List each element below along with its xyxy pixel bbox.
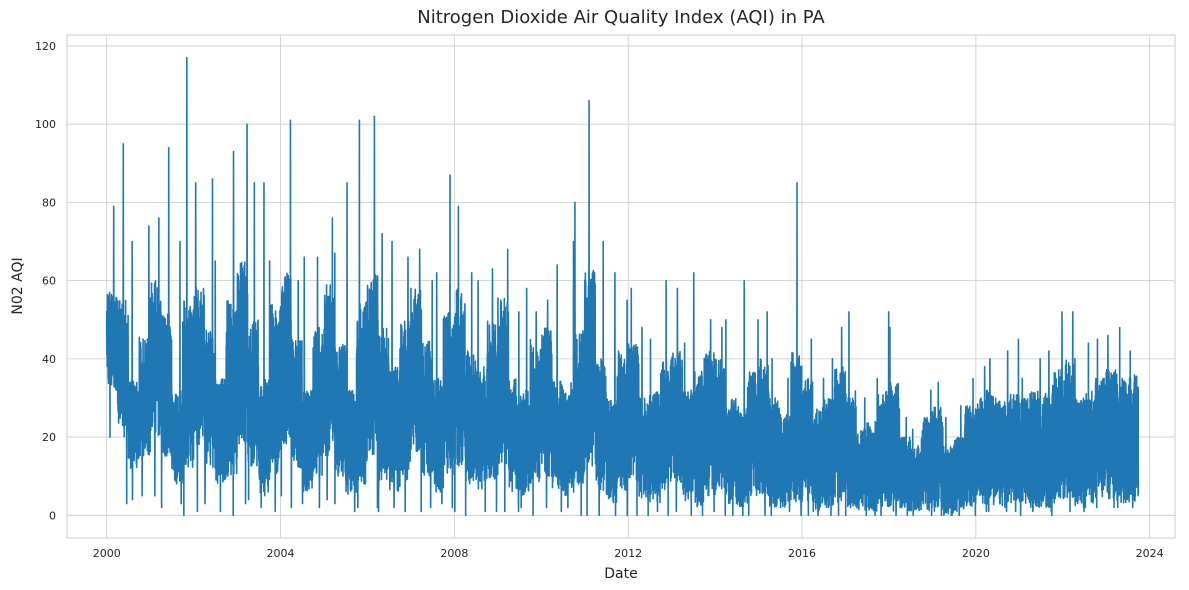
x-axis-title: Date: [604, 566, 637, 582]
series-line: [105, 56, 1140, 517]
y-tick-label: 60: [42, 275, 56, 288]
x-tick-label: 2020: [962, 547, 990, 560]
x-tick-label: 2012: [614, 547, 642, 560]
x-gridlines: [106, 35, 1151, 538]
x-tick-label: 2008: [440, 547, 468, 560]
y-tick-label: 100: [35, 118, 56, 131]
y-tick-label: 80: [42, 196, 56, 209]
y-tick-label: 40: [42, 353, 56, 366]
y-tick-label: 0: [49, 509, 56, 522]
x-tick-labels: 2000 2004 2008 2012 2016 2020 2024: [93, 547, 1164, 560]
x-tick-label: 2004: [267, 547, 295, 560]
x-tick-label: 2016: [788, 547, 816, 560]
y-tick-label: 20: [42, 431, 56, 444]
plot-frame: [66, 34, 1176, 539]
x-tick-label: 2000: [93, 547, 121, 560]
y-axis-title: N02 AQI: [10, 257, 26, 314]
y-tick-labels: 0 20 40 60 80 100 120: [35, 40, 56, 522]
x-tick-label: 2024: [1136, 547, 1164, 560]
series-layer: [105, 56, 1140, 517]
chart-title: Nitrogen Dioxide Air Quality Index (AQI)…: [417, 7, 825, 28]
y-tick-label: 120: [35, 40, 56, 53]
